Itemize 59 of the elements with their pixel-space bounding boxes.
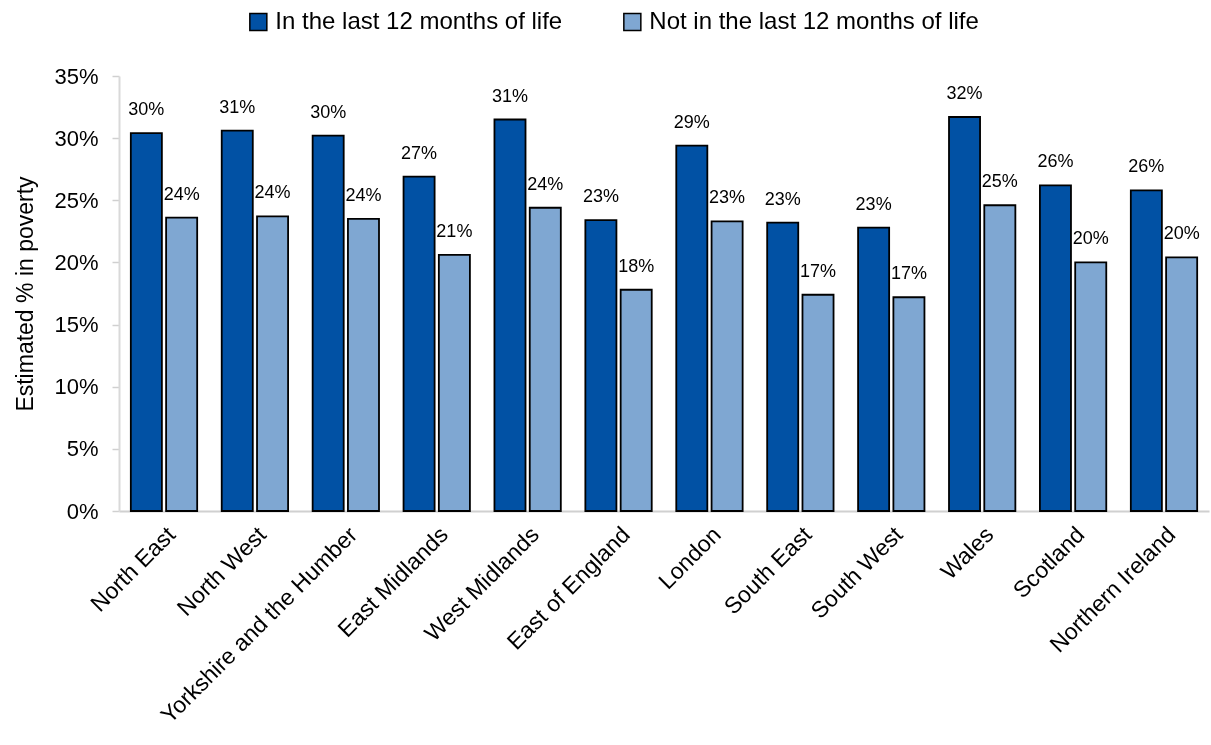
data-label: 23% [855,193,892,214]
y-tick-label: 20% [54,249,99,275]
bar [402,175,436,512]
bar [347,218,380,512]
data-label: 31% [219,96,256,117]
data-label: 24% [345,184,382,205]
data-label: 17% [800,260,837,281]
bar [801,293,835,512]
data-label: 20% [1072,228,1109,249]
y-tick-label: 5% [66,436,99,462]
bar [766,221,800,512]
bar [220,129,254,512]
data-label: 23% [764,188,801,209]
y-tick-label: 15% [54,312,99,338]
data-label: 32% [946,83,983,104]
bar [165,216,199,512]
y-tick-label: 0% [66,498,99,524]
bar [493,118,527,512]
bar [619,288,653,512]
y-tick-label: 25% [54,187,99,213]
bar [1165,256,1199,512]
legend-label: In the last 12 months of life [275,7,563,34]
data-label: 24% [527,173,564,194]
bar [528,206,562,512]
data-label: 31% [491,85,528,106]
data-label: 25% [981,171,1018,192]
bar [710,220,744,512]
data-label: 24% [163,183,200,204]
data-label: 18% [618,255,655,276]
y-tick-label: 10% [54,374,99,400]
data-label: 27% [401,142,438,163]
bar [1074,261,1108,512]
data-label: 30% [310,101,347,122]
bar [129,132,163,512]
bar [675,144,709,512]
legend-label: Not in the last 12 months of life [649,7,979,34]
bar [857,226,891,512]
bar [1129,189,1163,512]
data-label: 30% [128,99,165,120]
data-label: 17% [890,263,927,284]
data-label: 23% [582,186,619,207]
data-label: 20% [1163,223,1200,244]
y-tick-label: 30% [54,125,99,151]
bar [948,116,981,512]
data-label: 26% [1128,156,1165,177]
bar [256,215,289,512]
data-label: 29% [673,111,710,132]
bar [892,296,926,512]
y-axis-title: Estimated % in poverty [12,175,39,412]
y-tick-label: 35% [54,63,99,89]
data-label: 23% [709,187,746,208]
bar [1039,184,1072,512]
bar [584,219,618,512]
data-label: 24% [254,182,291,203]
data-label: 21% [436,220,473,241]
bar [311,134,345,512]
bar [437,254,471,512]
data-label: 26% [1037,151,1074,172]
bar [983,204,1017,512]
